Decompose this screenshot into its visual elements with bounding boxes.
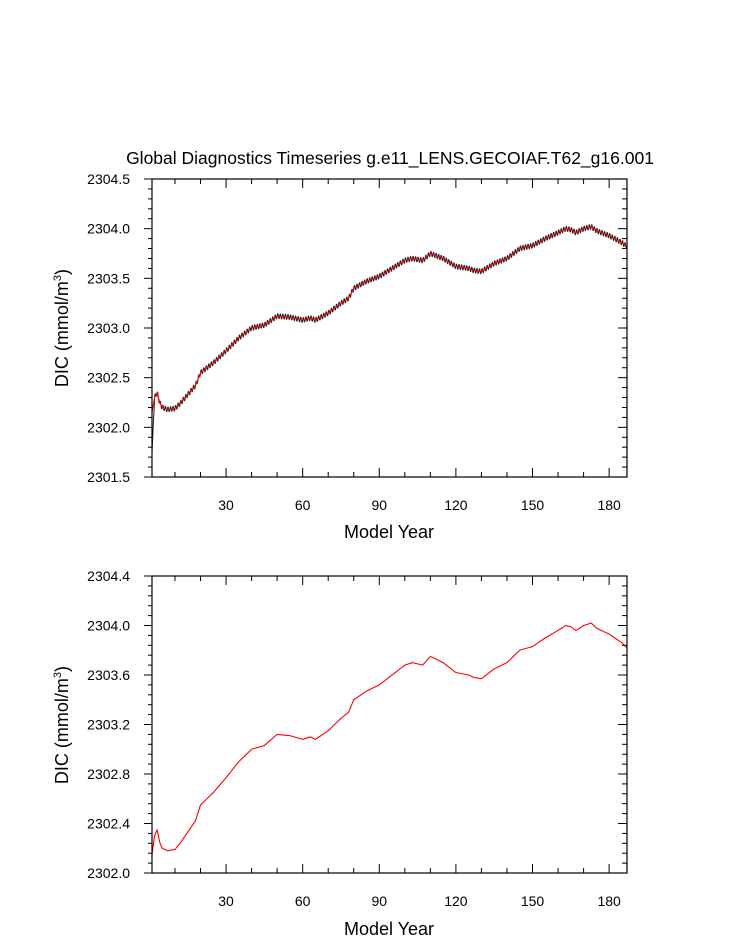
top-series-lines: [151, 224, 628, 453]
top-y-tick-label: 2301.5: [87, 469, 130, 485]
bottom-x-tick-label: 60: [295, 893, 311, 909]
bottom-y-label-main: DIC (mmol/m: [52, 678, 72, 784]
top-series-monthly-line: [151, 224, 628, 453]
bottom-y-tick-label: 2303.6: [87, 667, 130, 683]
bottom-y-tick-label: 2302.4: [87, 816, 130, 832]
bottom-plot-frame: [151, 575, 628, 874]
top-y-tick-label: 2303.0: [87, 320, 130, 336]
top-axes: 30 60 90 120 150 180 2301.5 2302.0 2302.5 2303.0 2…: [87, 171, 628, 513]
top-y-label-close: ): [52, 269, 72, 275]
bottom-x-tick-label: 90: [371, 893, 387, 909]
bottom-axes: 30 60 90 120 150 180 2302.0 2302.4 2302.8 2303.2 2…: [87, 568, 628, 909]
bottom-y-tick-label: 2304.4: [87, 568, 130, 584]
top-x-tick-label: 150: [521, 497, 545, 513]
bottom-x-tick-label: 150: [521, 893, 545, 909]
top-x-tick-label: 90: [371, 497, 387, 513]
bottom-x-tick-label: 180: [597, 893, 621, 909]
bottom-panel: 30 60 90 120 150 180 2302.0 2302.4 2302.8 2303.2 2…: [52, 568, 628, 939]
top-y-axis-label: DIC (mmol/m3): [52, 269, 72, 387]
top-y-label-sup: 3: [52, 275, 64, 281]
bottom-y-label-sup: 3: [52, 672, 64, 678]
bottom-series-annual-line: [151, 622, 628, 855]
bottom-x-axis-label: Model Year: [344, 919, 434, 939]
bottom-x-tick-label: 30: [218, 893, 234, 909]
top-x-tick-label: 180: [597, 497, 621, 513]
bottom-y-tick-label: 2302.0: [87, 865, 130, 881]
top-plot-frame: [151, 178, 628, 478]
top-y-tick-label: 2303.5: [87, 270, 130, 286]
bottom-series-lines: [151, 622, 628, 855]
bottom-x-tick-label: 120: [444, 893, 468, 909]
bottom-y-tick-label: 2303.2: [87, 717, 130, 733]
top-y-tick-label: 2302.5: [87, 370, 130, 386]
top-x-tick-label: 30: [218, 497, 234, 513]
bottom-y-tick-label: 2302.8: [87, 766, 130, 782]
top-x-axis-label: Model Year: [344, 522, 434, 542]
top-panel: 30 60 90 120 150 180 2301.5 2302.0 2302.5 2303.0 2…: [52, 171, 628, 542]
top-x-tick-label: 120: [444, 497, 468, 513]
bottom-y-tick-label: 2304.0: [87, 618, 130, 634]
bottom-y-axis-label: DIC (mmol/m3): [52, 666, 72, 784]
top-y-tick-label: 2304.5: [87, 171, 130, 187]
top-y-tick-label: 2304.0: [87, 221, 130, 237]
top-x-tick-label: 60: [295, 497, 311, 513]
chart-title: Global Diagnostics Timeseries g.e11_LENS…: [126, 148, 654, 169]
top-y-tick-label: 2302.0: [87, 419, 130, 435]
top-y-label-main: DIC (mmol/m: [52, 281, 72, 387]
bottom-y-label-close: ): [52, 666, 72, 672]
top-series-annual-line: [151, 226, 628, 413]
